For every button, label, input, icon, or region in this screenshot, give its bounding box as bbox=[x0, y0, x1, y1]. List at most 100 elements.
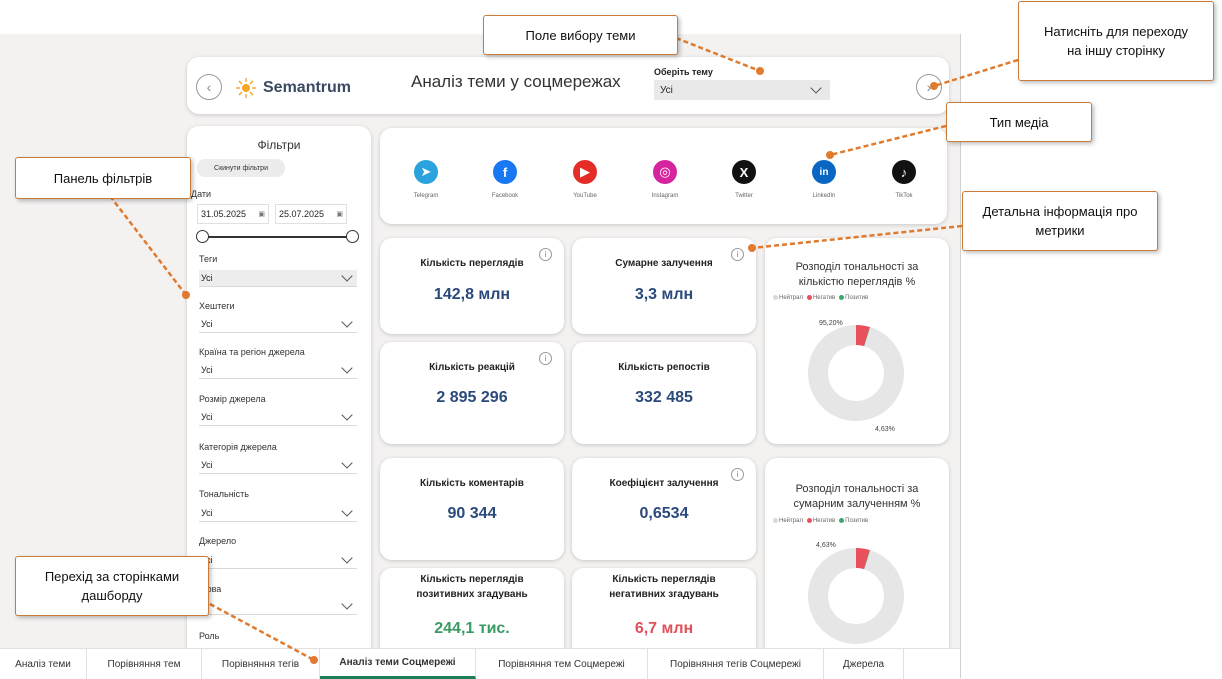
youtube-icon: ▶ bbox=[573, 160, 597, 184]
slider-end-handle[interactable] bbox=[346, 230, 359, 243]
metric-value: 90 344 bbox=[447, 505, 497, 522]
metric-card-positive-views: Кількість переглядів позитивних згадуван… bbox=[380, 568, 564, 658]
metric-card-coefficient: Коефіцієнт залучення 0,6534 i bbox=[572, 458, 756, 560]
tab-1[interactable]: Аналіз теми bbox=[0, 649, 87, 679]
media-item-instagram[interactable]: ◎ Instagram bbox=[635, 160, 695, 199]
donut-slice-Позитив[interactable] bbox=[864, 550, 871, 570]
country-select[interactable]: Усі bbox=[199, 362, 357, 379]
donut-slice-Негатив[interactable] bbox=[856, 325, 870, 347]
country-value: Усі bbox=[201, 365, 213, 375]
media-item-youtube[interactable]: ▶ YouTube bbox=[555, 160, 615, 199]
metric-value: 142,8 млн bbox=[433, 286, 511, 303]
linkedin-icon: in bbox=[812, 160, 836, 184]
theme-select[interactable]: Усі bbox=[654, 80, 830, 100]
category-value: Усі bbox=[201, 460, 213, 470]
dates-label: Дати bbox=[191, 189, 212, 199]
theme-select-value: Усі bbox=[660, 84, 673, 96]
donut-legend: Нейтрал Негатив Позитив bbox=[773, 518, 868, 524]
metric-title: Коефіцієнт залучення bbox=[609, 478, 719, 489]
tab-5[interactable]: Порівняння тем Соцмережі bbox=[476, 649, 648, 679]
media-item-telegram[interactable]: ➤ Telegram bbox=[396, 160, 456, 199]
callout-next-page: Натисніть для переходу на іншу сторінку bbox=[1018, 1, 1214, 81]
tags-select[interactable]: Усі bbox=[199, 270, 357, 287]
donut-slice-Нейтрал[interactable] bbox=[808, 325, 904, 421]
metric-title: Кількість переглядів bbox=[420, 258, 524, 269]
metric-card-comments: Кількість коментарів 90 344 bbox=[380, 458, 564, 560]
telegram-icon: ➤ bbox=[414, 160, 438, 184]
source-label: Джерело bbox=[199, 536, 237, 546]
tab-2[interactable]: Порівняння тем bbox=[87, 649, 202, 679]
metric-card-engagement: Сумарне залучення 3,3 млн i bbox=[572, 238, 756, 334]
metric-value: 3,3 млн bbox=[634, 286, 694, 303]
tags-value: Усі bbox=[201, 273, 213, 283]
lang-select[interactable] bbox=[199, 598, 357, 615]
date-range-slider[interactable] bbox=[202, 236, 355, 238]
metric-title: Кількість переглядів позитивних згадуван… bbox=[416, 574, 528, 600]
lang-label: Мова bbox=[199, 584, 222, 594]
prev-page-button[interactable]: ‹ bbox=[196, 74, 222, 100]
media-label: Instagram bbox=[651, 193, 679, 199]
reset-filters-button[interactable]: Скинути фільтри bbox=[197, 159, 285, 177]
metric-card-views: Кількість переглядів 142,8 млн i bbox=[380, 238, 564, 334]
info-icon[interactable]: i bbox=[539, 352, 552, 365]
media-item-facebook[interactable]: f Facebook bbox=[475, 160, 535, 199]
x-icon: X bbox=[732, 160, 756, 184]
callout-theme-select: Поле вибору теми bbox=[483, 15, 678, 55]
media-item-linkedin[interactable]: in LinkedIn bbox=[794, 160, 854, 199]
info-icon[interactable]: i bbox=[731, 468, 744, 481]
filters-panel: Фільтри Скинути фільтри Дати 31.05.2025 … bbox=[187, 126, 371, 666]
media-label: Facebook bbox=[491, 193, 519, 199]
theme-select-label: Оберіть тему bbox=[654, 67, 713, 77]
donut-slice-Негатив[interactable] bbox=[856, 548, 870, 570]
header-card: ‹ Semantrum Аналіз теми у соцмережах Обе… bbox=[187, 57, 949, 114]
media-label: Telegram bbox=[413, 193, 439, 199]
legend-positive: Позитив bbox=[845, 518, 869, 525]
donut-chart: 4,63% bbox=[808, 542, 904, 644]
legend-negative: Негатив bbox=[812, 295, 836, 302]
metric-title: Сумарне залучення bbox=[615, 258, 713, 269]
date-from-input[interactable]: 31.05.2025 ▣ bbox=[197, 204, 269, 224]
media-item-tiktok[interactable]: ♪ TikTok bbox=[874, 160, 934, 199]
size-select[interactable]: Усі bbox=[199, 409, 357, 426]
hashtags-select[interactable]: Усі bbox=[199, 316, 357, 333]
donut-card-engagement: Розподіл тональності за сумарним залучен… bbox=[765, 458, 949, 658]
metric-title: Кількість переглядів негативних згадуван… bbox=[609, 574, 719, 600]
legend-neutral: Нейтрал bbox=[779, 518, 803, 525]
donut-card-views: Розподіл тональності за кількістю перегл… bbox=[765, 238, 949, 444]
callout-page-nav: Перехід за сторінками дашборду bbox=[15, 556, 209, 616]
tab-6[interactable]: Порівняння тегів Соцмережі bbox=[648, 649, 824, 679]
slider-start-handle[interactable] bbox=[196, 230, 209, 243]
page-title: Аналіз теми у соцмережах bbox=[411, 72, 621, 91]
metric-title: Кількість коментарів bbox=[420, 478, 524, 489]
date-to-input[interactable]: 25.07.2025 ▣ bbox=[275, 204, 347, 224]
donut-slice-Позитив[interactable] bbox=[864, 327, 871, 347]
size-label: Розмір джерела bbox=[199, 394, 266, 404]
media-label: Twitter bbox=[735, 193, 753, 199]
media-item-twitter[interactable]: X Twitter bbox=[714, 160, 774, 199]
category-select[interactable]: Усі bbox=[199, 457, 357, 474]
page-tabs: Аналіз теми Порівняння тем Порівняння тегі… bbox=[0, 648, 960, 679]
callout-media-type: Тип медіа bbox=[946, 102, 1092, 142]
donut-data-label: 4,63% bbox=[816, 542, 836, 549]
tone-label: Тональність bbox=[199, 489, 249, 499]
media-label: TikTok bbox=[895, 193, 913, 199]
facebook-icon: f bbox=[493, 160, 517, 184]
tab-3[interactable]: Порівняння тегів bbox=[202, 649, 320, 679]
tone-select[interactable]: Усі bbox=[199, 505, 357, 522]
sun-logo-icon bbox=[236, 78, 256, 98]
metric-value: 0,6534 bbox=[639, 505, 689, 522]
media-type-card: ➤ Telegram f Facebook ▶ YouTube ◎ Instagram X Twi… bbox=[380, 128, 947, 224]
donut-slice-Нейтрал[interactable] bbox=[808, 548, 904, 644]
legend-positive: Позитив bbox=[845, 295, 869, 302]
info-icon[interactable]: i bbox=[731, 248, 744, 261]
legend-negative: Негатив bbox=[812, 518, 836, 525]
hashtags-label: Хештеги bbox=[199, 301, 235, 311]
donut-title: Розподіл тональності за сумарним залучен… bbox=[793, 483, 921, 510]
legend-neutral: Нейтрал bbox=[779, 295, 803, 302]
role-label: Роль bbox=[199, 631, 220, 641]
next-page-button[interactable]: › bbox=[916, 74, 942, 100]
tab-7[interactable]: Джерела bbox=[824, 649, 904, 679]
country-label: Країна та регіон джерела bbox=[199, 347, 305, 357]
info-icon[interactable]: i bbox=[539, 248, 552, 261]
date-from-value: 31.05.2025 bbox=[201, 209, 247, 219]
